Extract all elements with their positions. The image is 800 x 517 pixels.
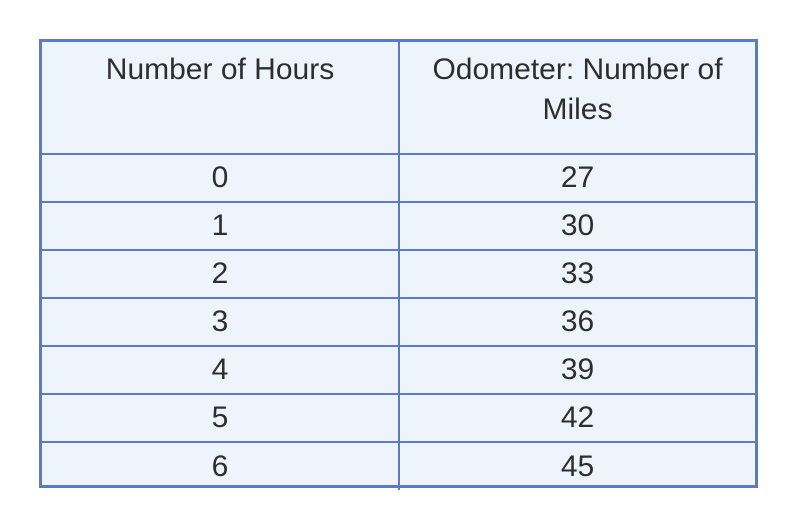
- column-header-hours: Number of Hours: [42, 42, 400, 155]
- table-row: 2 33: [42, 249, 755, 299]
- cell-hours: 6: [42, 441, 400, 490]
- cell-miles: 45: [398, 441, 755, 490]
- cell-miles: 30: [398, 201, 755, 251]
- table-row: 4 39: [42, 345, 755, 395]
- data-table-container: Number of Hours Odometer: Number of Mile…: [39, 39, 758, 490]
- cell-miles: 33: [398, 249, 755, 299]
- cell-hours: 2: [42, 249, 400, 299]
- cell-hours: 1: [42, 201, 400, 251]
- table-row: 0 27: [42, 153, 755, 203]
- cell-hours: 4: [42, 345, 400, 395]
- data-table: Number of Hours Odometer: Number of Mile…: [42, 42, 755, 490]
- cell-hours: 3: [42, 297, 400, 347]
- cell-miles: 39: [398, 345, 755, 395]
- table-row: 3 36: [42, 297, 755, 347]
- table-row: 6 45: [42, 441, 755, 490]
- cell-hours: 5: [42, 393, 400, 443]
- cell-hours: 0: [42, 153, 400, 203]
- column-header-miles: Odometer: Number of Miles: [398, 42, 755, 155]
- cell-miles: 36: [398, 297, 755, 347]
- table-row: 1 30: [42, 201, 755, 251]
- header-row: Number of Hours Odometer: Number of Mile…: [42, 42, 755, 155]
- table-body: 0 27 1 30 2 33 3 36 4 39 5 42 6 45: [42, 153, 755, 490]
- table-row: 5 42: [42, 393, 755, 443]
- cell-miles: 42: [398, 393, 755, 443]
- cell-miles: 27: [398, 153, 755, 203]
